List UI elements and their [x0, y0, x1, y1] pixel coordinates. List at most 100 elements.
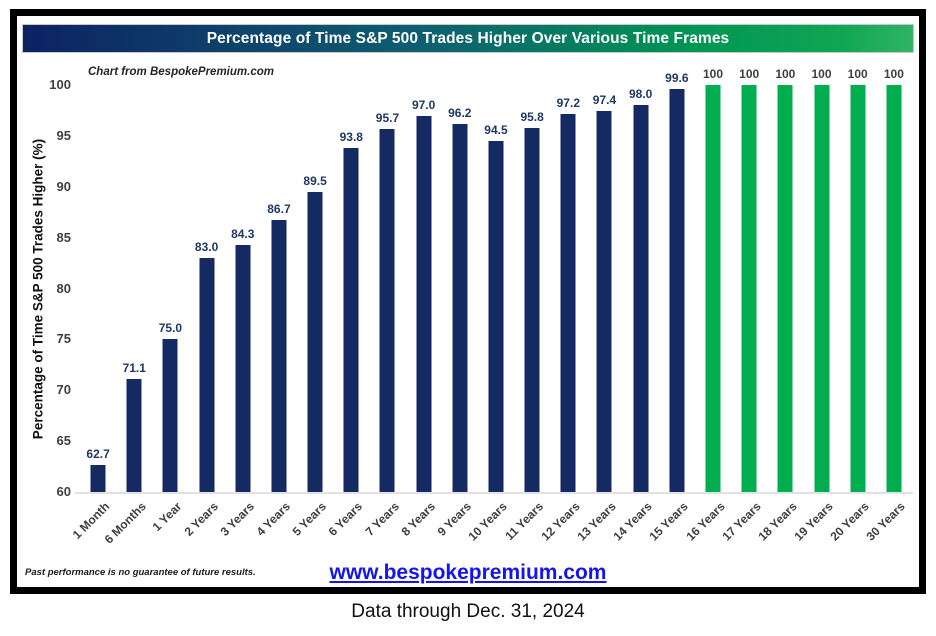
x-axis-label: 30 Years	[863, 499, 909, 544]
bar-value-label: 71.1	[122, 361, 146, 376]
x-axis-label: 15 Years	[646, 499, 692, 544]
bar	[343, 148, 359, 492]
bar-cell: 84.3 3 Years	[217, 85, 261, 539]
bar-value-label: 100	[883, 67, 904, 81]
bar	[705, 85, 721, 492]
y-tick-label: 95	[56, 127, 71, 143]
x-axis-label: 12 Years	[538, 499, 583, 544]
bar-value-label: 62.7	[86, 446, 110, 461]
bar	[199, 257, 215, 492]
bar-cell: 96.2 9 Years	[435, 85, 478, 539]
x-axis-label: 1 Year	[149, 499, 185, 535]
x-axis-label: 11 Years	[502, 499, 547, 544]
bar-cell: 97.2 12 Years	[538, 85, 586, 543]
bar	[669, 89, 685, 492]
x-axis-baseline	[75, 492, 913, 494]
bar-cell: 75.0 1 Year	[150, 85, 188, 534]
bar	[235, 244, 251, 492]
bar	[452, 123, 468, 492]
x-axis-label: 14 Years	[610, 499, 655, 544]
y-tick-label: 85	[56, 229, 71, 245]
bar-value-label: 100	[811, 67, 832, 81]
y-tick-label: 60	[56, 484, 71, 499]
bar-value-label: 100	[775, 67, 796, 81]
caption-text: Data through Dec. 31, 2024	[351, 601, 585, 622]
bar-cell: 71.1 6 Months	[101, 85, 152, 547]
bar-cell: 86.7 4 Years	[254, 85, 297, 539]
bar-cell: 100 17 Years	[719, 68, 767, 544]
bar	[271, 220, 287, 492]
bar-cell: 94.5 10 Years	[466, 85, 514, 543]
chart-title-bar: Percentage of Time S&P 500 Trades Higher…	[22, 24, 914, 53]
bar	[777, 85, 793, 492]
bar	[814, 85, 830, 492]
bar	[741, 85, 757, 492]
x-axis-label: 2 Years	[181, 499, 221, 539]
x-axis-label: 3 Years	[217, 499, 257, 539]
x-axis-label: 6 Years	[326, 499, 366, 539]
bar-cell: 62.7 1 Month	[70, 85, 116, 542]
x-axis-label: 8 Years	[398, 499, 438, 539]
bar-cell: 100 20 Years	[828, 68, 876, 544]
bar-value-label: 95.8	[520, 109, 544, 124]
bar-value-label: 95.7	[375, 110, 400, 125]
bar-cell: 100 30 Years	[864, 68, 912, 544]
bar-cell: 97.0 8 Years	[398, 85, 442, 539]
bar	[307, 191, 323, 492]
bar-cell: 98.0 14 Years	[611, 85, 659, 544]
x-axis-label: 4 Years	[253, 499, 294, 539]
x-axis-label: 10 Years	[465, 499, 511, 544]
y-tick-label: 65	[56, 433, 71, 449]
chart-frame: Percentage of Time S&P 500 Trades Higher…	[10, 9, 926, 594]
bar-value-label: 99.6	[665, 71, 689, 86]
y-tick-label: 75	[56, 331, 71, 347]
bar-value-label: 100	[739, 67, 760, 81]
bar-value-label: 83.0	[194, 239, 219, 254]
bar-value-label: 75.0	[158, 321, 183, 336]
y-tick-label: 100	[49, 77, 71, 92]
bar	[488, 140, 504, 492]
bar	[379, 128, 395, 492]
bar-value-label: 93.8	[339, 130, 363, 145]
bar-cell: 100 19 Years	[792, 68, 839, 544]
plot-area: 62.7 1 Month 71.1 6 Months 75.0 1 Year 83.0 2 Y…	[70, 68, 912, 547]
bar	[633, 105, 649, 492]
bar-value-label: 89.5	[303, 173, 327, 188]
disclaimer-text: Past performance is no guarantee of futu…	[25, 567, 256, 578]
x-axis-label: 7 Years	[362, 499, 402, 539]
y-tick-label: 70	[56, 382, 71, 398]
bar	[560, 113, 576, 492]
source-annotation: Chart from BespokePremium.com	[88, 66, 274, 78]
bar	[416, 115, 432, 492]
bar-cell: 100 18 Years	[755, 68, 803, 544]
bar	[126, 379, 142, 492]
bar	[162, 339, 178, 492]
chart-title: Percentage of Time S&P 500 Trades Higher…	[206, 29, 730, 47]
website-link[interactable]: www.bespokepremium.com	[329, 561, 607, 584]
bar-cell: 93.8 6 Years	[326, 85, 369, 539]
bar	[524, 127, 540, 492]
bar-value-label: 100	[702, 67, 724, 81]
bar-value-label: 100	[847, 67, 868, 81]
bar-cell: 95.8 11 Years	[503, 85, 550, 543]
bar-cell: 95.7 7 Years	[362, 85, 405, 539]
bar-cell: 99.6 15 Years	[647, 72, 695, 544]
bar-cell: 97.4 13 Years	[574, 85, 622, 544]
bar-value-label: 97.4	[592, 93, 617, 108]
bar-value-label: 96.2	[448, 105, 472, 120]
bar-cell: 83.0 2 Years	[181, 85, 225, 538]
x-axis-label: 5 Years	[289, 499, 330, 539]
x-axis-label: 16 Years	[683, 499, 728, 544]
bar	[90, 464, 106, 492]
x-axis-label: 20 Years	[827, 499, 872, 544]
bar-value-label: 97.0	[411, 97, 436, 112]
y-tick-label: 80	[56, 280, 71, 296]
bar-value-label: 97.2	[556, 95, 580, 110]
bar-value-label: 98.0	[628, 87, 653, 102]
y-tick-label: 90	[56, 178, 71, 194]
bar-cell: 89.5 5 Years	[290, 85, 333, 538]
bar-value-label: 94.5	[484, 122, 508, 137]
bar	[850, 85, 866, 492]
x-axis-label: 19 Years	[791, 499, 836, 544]
bar-value-label: 86.7	[267, 202, 291, 217]
